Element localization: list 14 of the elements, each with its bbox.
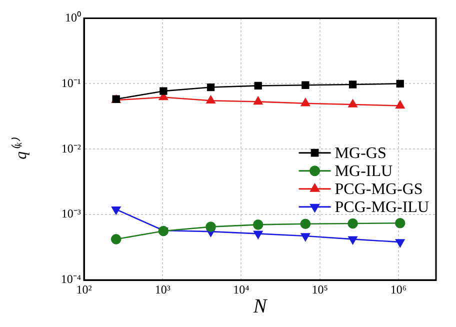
y-tick-label: 10⁻³ xyxy=(61,206,82,221)
legend-label: MG-ILU xyxy=(334,163,393,180)
legend-label: PCG-MG-GS xyxy=(334,181,423,198)
y-tick-label: 10⁰ xyxy=(65,10,81,24)
x-tick-label: 10⁵ xyxy=(312,282,328,296)
y-axis-title: q⁽ᵏ⁾ xyxy=(10,136,30,160)
x-tick-label: 10³ xyxy=(154,282,171,296)
x-tick-label: 10⁶ xyxy=(390,282,407,296)
legend-label: PCG-MG-ILU xyxy=(334,199,430,216)
y-tick-label: 10⁻¹ xyxy=(61,76,82,90)
x-tick-label: 10⁴ xyxy=(233,282,250,296)
x-axis-title: N xyxy=(252,295,268,318)
y-tick-label: 10⁻² xyxy=(61,141,82,156)
legend-label: MG-GS xyxy=(334,145,386,162)
